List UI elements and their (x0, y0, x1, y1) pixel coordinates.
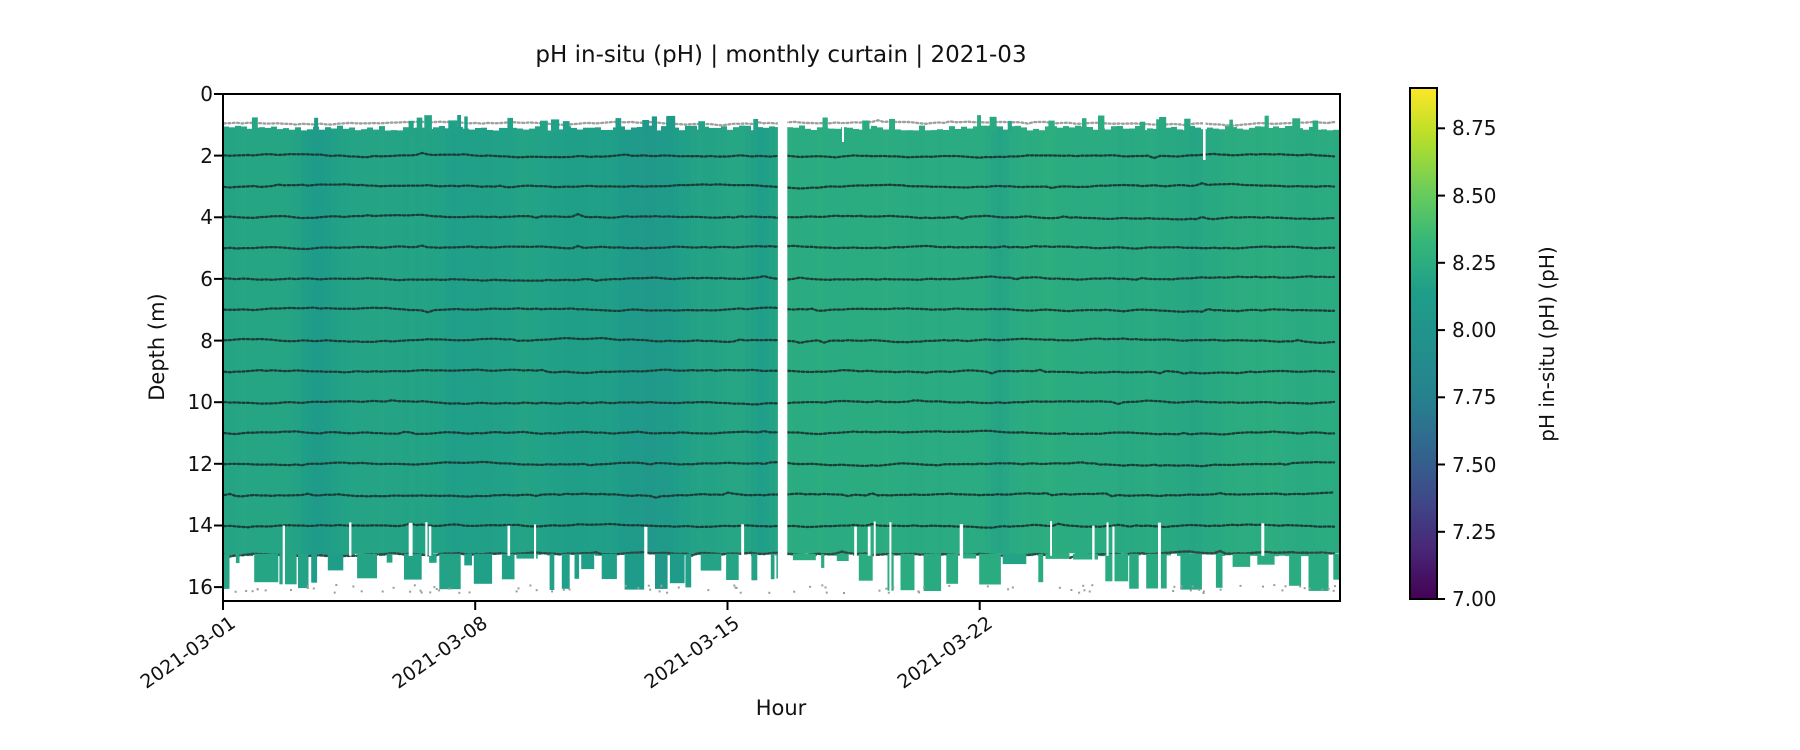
colorbar-gradient (1410, 88, 1437, 599)
colorbar-tick-label: 8.25 (1452, 250, 1497, 275)
y-tick-label: 2 (200, 143, 213, 168)
colorbar-tick-label: 7.50 (1452, 452, 1497, 477)
x-axis-label: Hour (755, 696, 807, 720)
y-tick-label: 10 (187, 390, 213, 415)
y-tick-label: 4 (200, 205, 213, 230)
colorbar-tick-label: 8.50 (1452, 183, 1497, 208)
y-tick-label: 6 (200, 266, 213, 291)
y-tick-label: 0 (200, 82, 213, 106)
colorbar-tick-label: 7.00 (1452, 587, 1497, 611)
y-tick-label: 12 (187, 451, 213, 476)
chart-title: pH in-situ (pH) | monthly curtain | 2021… (535, 42, 1027, 68)
y-tick-label: 16 (187, 575, 213, 600)
colorbar-tick-label: 7.25 (1452, 519, 1497, 544)
colorbar-frame (1409, 87, 1438, 600)
y-tick-label: 8 (200, 328, 213, 353)
y-tick-label: 14 (187, 513, 213, 538)
colorbar-tick-label: 8.75 (1452, 116, 1497, 141)
colorbar-tick-label: 8.00 (1452, 318, 1497, 343)
axes-frame (222, 93, 1341, 602)
colorbar-tick-label: 7.75 (1452, 385, 1497, 410)
colorbar-label: pH in-situ (pH) (pH) (1535, 246, 1559, 442)
